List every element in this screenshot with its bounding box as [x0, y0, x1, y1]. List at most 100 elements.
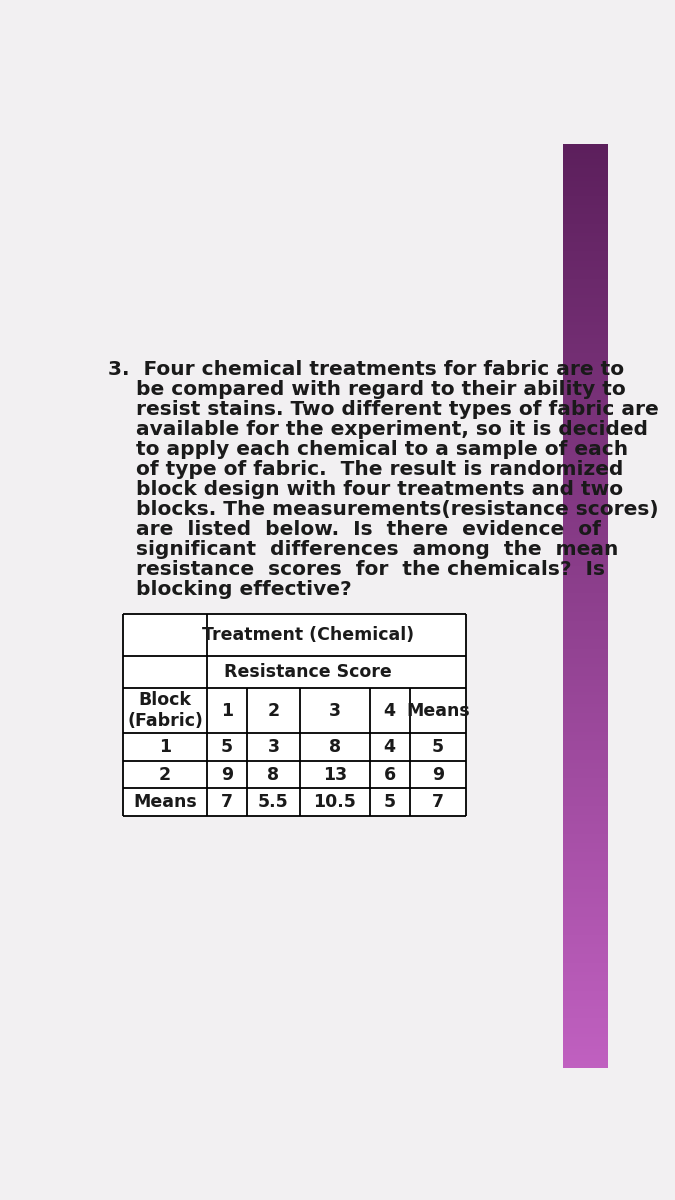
Bar	[563, 899, 608, 901]
Bar	[563, 400, 608, 403]
Bar	[563, 146, 608, 150]
Bar	[563, 264, 608, 268]
Bar	[563, 642, 608, 646]
Bar	[563, 982, 608, 985]
Bar	[563, 785, 608, 787]
Bar	[563, 1040, 608, 1043]
Bar	[563, 559, 608, 563]
Bar	[563, 1003, 608, 1007]
Bar	[563, 748, 608, 751]
Bar	[563, 864, 608, 868]
Bar	[563, 664, 608, 667]
Bar	[563, 473, 608, 476]
Text: 1: 1	[221, 702, 233, 720]
Bar	[563, 437, 608, 439]
Bar	[563, 221, 608, 224]
Bar	[563, 956, 608, 960]
Bar	[563, 661, 608, 665]
Bar	[563, 935, 608, 938]
Bar	[563, 596, 608, 600]
Bar	[563, 962, 608, 966]
Text: be compared with regard to their ability to: be compared with regard to their ability…	[107, 379, 625, 398]
Bar	[563, 209, 608, 211]
Bar	[563, 178, 608, 181]
Bar	[563, 390, 608, 394]
Bar	[563, 848, 608, 852]
Bar	[563, 877, 608, 880]
Bar	[563, 266, 608, 270]
Bar	[563, 689, 608, 692]
Bar	[563, 455, 608, 458]
Bar	[563, 846, 608, 850]
Bar	[563, 1058, 608, 1062]
Text: blocking effective?: blocking effective?	[107, 580, 351, 599]
Bar	[563, 778, 608, 781]
Bar	[563, 593, 608, 596]
Text: 9: 9	[221, 766, 233, 784]
Text: 10.5: 10.5	[313, 793, 356, 811]
Bar	[563, 418, 608, 421]
Bar	[563, 1015, 608, 1019]
Bar	[563, 168, 608, 172]
Bar	[563, 529, 608, 532]
Bar	[563, 541, 608, 545]
Bar	[563, 868, 608, 871]
Bar	[563, 649, 608, 653]
Bar	[563, 156, 608, 160]
Bar	[563, 763, 608, 766]
Bar	[563, 655, 608, 659]
Bar	[563, 997, 608, 1001]
Bar	[563, 892, 608, 895]
Bar	[563, 553, 608, 557]
Text: 8: 8	[267, 766, 279, 784]
Text: 3: 3	[329, 702, 341, 720]
Bar	[563, 252, 608, 254]
Bar	[563, 230, 608, 233]
Text: blocks. The measurements(resistance scores): blocks. The measurements(resistance scor…	[107, 499, 658, 518]
Bar	[563, 1062, 608, 1064]
Bar	[563, 245, 608, 248]
Bar	[563, 144, 608, 148]
Bar	[563, 701, 608, 704]
Bar	[563, 258, 608, 262]
Bar	[563, 742, 608, 744]
Bar	[563, 732, 608, 736]
Bar	[563, 606, 608, 610]
Bar	[563, 211, 608, 215]
Bar	[563, 970, 608, 972]
Bar	[563, 498, 608, 502]
Text: block design with four treatments and two: block design with four treatments and tw…	[107, 480, 623, 499]
Bar	[563, 1055, 608, 1058]
Bar	[563, 510, 608, 514]
Bar	[563, 578, 608, 581]
Bar	[563, 184, 608, 187]
Bar	[563, 824, 608, 828]
Bar	[563, 365, 608, 368]
Bar	[563, 671, 608, 673]
Bar	[563, 190, 608, 193]
Bar	[563, 618, 608, 622]
Bar	[563, 482, 608, 486]
Bar	[563, 323, 608, 325]
Bar	[563, 439, 608, 443]
Bar	[563, 1052, 608, 1056]
Bar	[563, 424, 608, 427]
Bar	[563, 991, 608, 994]
Bar	[563, 162, 608, 166]
Bar	[563, 445, 608, 449]
Bar	[563, 486, 608, 488]
Bar	[563, 658, 608, 661]
Bar	[563, 449, 608, 452]
Bar	[563, 160, 608, 162]
Bar	[563, 722, 608, 726]
Bar	[563, 988, 608, 991]
Bar	[563, 378, 608, 382]
Bar	[563, 821, 608, 824]
Bar	[563, 470, 608, 474]
Bar	[563, 634, 608, 637]
Bar	[563, 793, 608, 797]
Bar	[563, 217, 608, 221]
Bar	[563, 584, 608, 588]
Bar	[563, 883, 608, 887]
Bar	[563, 704, 608, 708]
